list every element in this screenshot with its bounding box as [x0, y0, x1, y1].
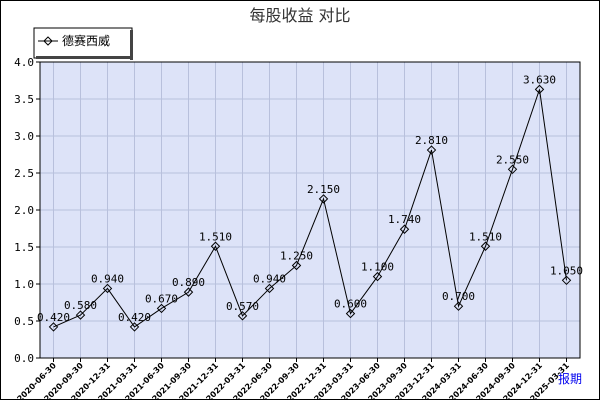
- data-point-marker: [102, 283, 113, 294]
- data-point-marker: [426, 145, 437, 155]
- data-label: 0.420: [118, 311, 151, 324]
- data-point-marker: [561, 275, 572, 286]
- data-point-marker: [75, 310, 86, 320]
- data-label: 0.570: [226, 300, 259, 313]
- y-tick-label: 2.5: [14, 167, 34, 180]
- y-tick-label: 2.0: [14, 204, 34, 217]
- grid-lines: [40, 61, 580, 359]
- legend-diamond-marker: [43, 36, 53, 46]
- legend-shadow: [130, 30, 133, 60]
- series-layer: 0.4200.5800.9400.4200.6700.8901.5100.570…: [37, 73, 583, 332]
- data-point-marker: [48, 322, 59, 332]
- y-axis-ticks: 0.0 0.5 1.0 1.5 2.0 2.5 3.0 3.5 4.0: [14, 56, 40, 365]
- data-label: 0.940: [91, 272, 124, 285]
- data-point-marker: [237, 311, 248, 321]
- y-tick-label: 3.0: [14, 130, 34, 143]
- data-point-marker: [507, 164, 518, 175]
- data-label: 2.550: [496, 153, 529, 166]
- data-label: 0.700: [442, 290, 475, 303]
- data-label: 1.050: [550, 264, 583, 277]
- data-label: 3.630: [523, 73, 556, 86]
- legend-series-name: 德赛西威: [62, 33, 110, 48]
- data-label: 0.580: [64, 299, 97, 312]
- data-point-marker: [291, 260, 302, 271]
- data-label: 1.250: [280, 250, 313, 263]
- y-tick-label: 1.0: [14, 278, 34, 291]
- data-label: 0.670: [145, 292, 178, 305]
- data-label: 0.940: [253, 272, 286, 285]
- data-label: 1.510: [199, 230, 232, 243]
- data-label: 2.810: [415, 134, 448, 147]
- data-point-marker: [264, 283, 275, 294]
- series-line: [53, 89, 567, 328]
- data-point-marker: [183, 287, 194, 297]
- data-label: 0.420: [37, 311, 70, 324]
- data-point-marker: [399, 224, 410, 234]
- data-point-marker: [318, 194, 329, 204]
- data-label: 1.100: [361, 261, 394, 274]
- y-tick-label: 1.5: [14, 241, 34, 254]
- data-point-marker: [156, 303, 167, 314]
- data-point-marker: [210, 241, 221, 251]
- y-tick-label: 3.5: [14, 93, 34, 106]
- legend-shadow-bottom: [36, 56, 133, 59]
- data-point-marker: [372, 271, 383, 282]
- y-tick-label: 0.0: [14, 352, 34, 365]
- data-point-marker: [480, 241, 491, 251]
- data-label: 0.600: [334, 298, 367, 311]
- legend: 德赛西威: [33, 27, 133, 60]
- data-point-marker: [534, 84, 545, 95]
- data-point-marker: [129, 322, 140, 332]
- data-label: 2.150: [307, 183, 340, 196]
- data-point-marker: [345, 308, 356, 319]
- data-label: 1.740: [388, 213, 421, 226]
- y-tick-label: 0.5: [14, 315, 34, 328]
- x-axis-ticks: 2020-06-302020-09-302020-12-312021-03-31…: [15, 358, 571, 400]
- data-label: 1.510: [469, 230, 502, 243]
- y-tick-label: 4.0: [14, 56, 34, 69]
- chart-title: 每股收益 对比: [249, 6, 350, 25]
- data-label: 0.890: [172, 276, 205, 289]
- data-point-marker: [453, 301, 464, 311]
- report-period-link[interactable]: 报期: [558, 371, 582, 386]
